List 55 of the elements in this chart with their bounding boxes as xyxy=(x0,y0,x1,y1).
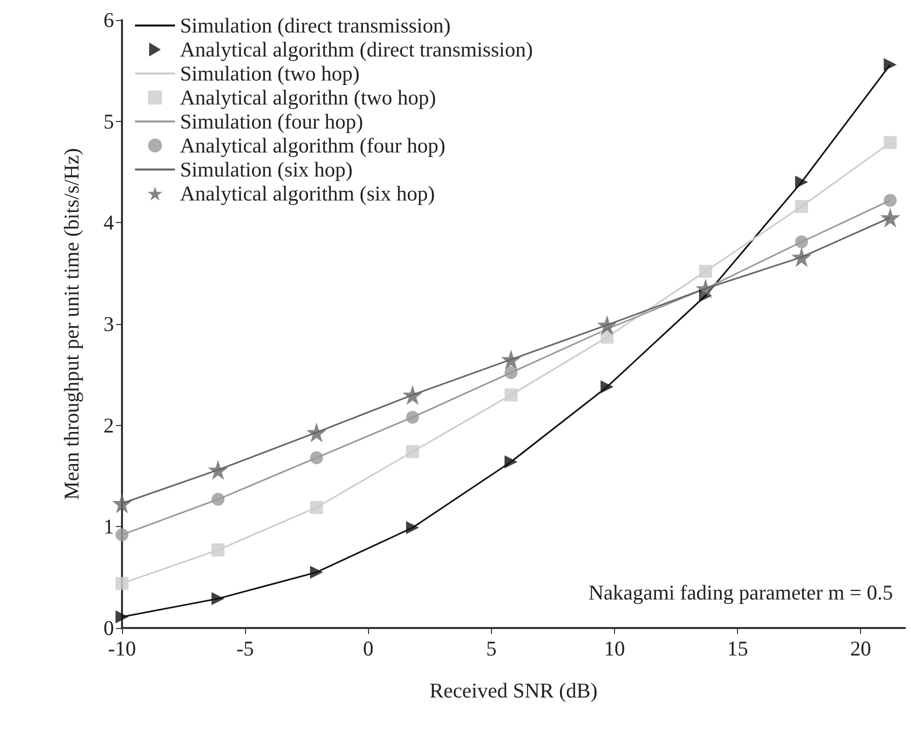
point xyxy=(597,315,618,336)
point xyxy=(696,278,716,299)
point xyxy=(406,521,420,534)
point xyxy=(795,235,808,248)
point xyxy=(402,384,423,405)
point xyxy=(406,410,420,424)
point xyxy=(116,610,128,624)
legend-label: Simulation (two hop) xyxy=(180,62,360,86)
point xyxy=(310,451,324,464)
legend-label: Analytical algorithm (six hop) xyxy=(180,182,435,206)
point xyxy=(504,366,518,380)
point xyxy=(795,176,808,189)
legend-label: Analytical algorithm (four hop) xyxy=(180,134,446,158)
point xyxy=(212,592,225,606)
y-tick-label: 4 xyxy=(104,210,114,235)
x-axis-title: Received SNR (dB) xyxy=(430,678,598,702)
point xyxy=(884,136,897,150)
legend-label: Simulation (direct transmission) xyxy=(180,14,451,38)
point xyxy=(310,566,324,579)
point xyxy=(116,576,128,590)
legend-label: Simulation (four hop) xyxy=(180,110,364,134)
point xyxy=(112,493,132,514)
y-tick-label: 1 xyxy=(104,514,114,539)
legend-label: Analytical algorithn (two hop) xyxy=(180,86,436,110)
x-tick-label: -5 xyxy=(236,636,254,660)
point xyxy=(504,388,518,402)
point xyxy=(600,380,614,394)
point xyxy=(212,543,225,556)
annotation: Nakagami fading parameter m = 0.5 xyxy=(588,580,893,604)
point xyxy=(795,200,808,213)
y-tick-label: 3 xyxy=(104,312,114,336)
y-axis-title: Mean throughput per unit time (bits/s/Hz) xyxy=(60,148,84,500)
point xyxy=(504,455,518,468)
y-tick-label: 2 xyxy=(104,413,114,438)
point xyxy=(792,247,812,268)
y-tick-label: 5 xyxy=(104,109,114,134)
point xyxy=(116,528,128,542)
legend-label: Simulation (six hop) xyxy=(180,158,353,182)
x-tick-label: 20 xyxy=(850,636,872,660)
x-tick-label: 0 xyxy=(362,636,374,660)
x-tick-label: 15 xyxy=(727,636,748,660)
point xyxy=(501,349,522,370)
x-tick-label: 5 xyxy=(486,636,497,660)
x-tick-label: 10 xyxy=(604,636,625,660)
legend-label: Analytical algorithm (direct transmission) xyxy=(180,38,533,62)
point xyxy=(884,194,897,207)
point xyxy=(880,208,900,228)
point xyxy=(212,492,225,506)
point xyxy=(884,58,897,72)
point xyxy=(306,422,327,442)
y-tick-label: 6 xyxy=(104,8,114,32)
point xyxy=(208,460,228,480)
point xyxy=(406,445,420,458)
point xyxy=(699,264,712,278)
point xyxy=(310,500,324,514)
